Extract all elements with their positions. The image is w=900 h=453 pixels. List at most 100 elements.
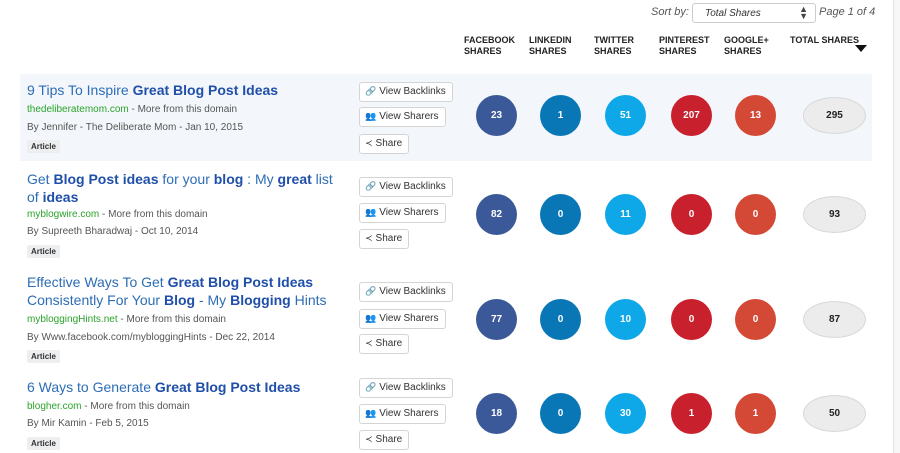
share-icon: ≺ [365,338,373,348]
total-shares-count: 93 [803,196,866,233]
view-backlinks-button[interactable]: 🔗 View Backlinks [359,82,453,102]
view-backlinks-label: View Backlinks [379,86,446,97]
column-header-pinterest-line1: PINTEREST [659,35,710,45]
result-row: 9 Tips To Inspire Great Blog Post Ideas … [20,74,872,161]
result-domain-link[interactable]: mybloggingHints.net [27,314,118,325]
result-title-part: Blog [163,292,196,308]
total-shares-count: 87 [803,301,866,338]
share-button[interactable]: ≺ Share [359,430,410,450]
column-header-linkedin-line2: SHARES [529,46,567,56]
column-header-twitter[interactable]: TWITTER SHARES [594,35,634,57]
result-title[interactable]: Effective Ways To Get Great Blog Post Id… [27,273,342,309]
result-row: Get Blog Post ideas for your blog : My g… [20,168,872,261]
result-domain-link[interactable]: myblogwire.com [27,209,100,220]
result-title-part: ideas [42,189,79,205]
result-domain-line: thedeliberatemom.com - More from this do… [27,104,237,115]
sort-select[interactable]: Total Shares ▲ ▼ [692,3,816,23]
result-domain-link[interactable]: thedeliberatemom.com [27,104,129,115]
column-header-linkedin-line1: LINKEDIN [529,35,572,45]
users-icon: 👥 [365,111,377,121]
linkedin-shares-count: 0 [540,299,581,340]
result-title-part: : My [243,171,278,187]
result-title-part: Hints [290,292,327,308]
column-header-googleplus-line1: GOOGLE+ [724,35,769,45]
pinterest-shares-count: 0 [671,299,712,340]
total-shares-count: 295 [803,97,866,134]
share-label: Share [375,138,403,149]
content-type-badge: Article [27,245,60,258]
column-header-pinterest[interactable]: PINTEREST SHARES [659,35,710,57]
content-type-badge: Article [27,437,60,450]
sort-by-label: Sort by: [651,6,689,18]
facebook-shares-count: 82 [476,194,517,235]
more-from-domain-link[interactable]: - More from this domain [99,209,208,220]
result-byline: By Supreeth Bharadwaj - Oct 10, 2014 [27,226,199,237]
share-button[interactable]: ≺ Share [359,229,410,249]
share-button[interactable]: ≺ Share [359,334,410,354]
view-sharers-label: View Sharers [379,207,439,218]
view-backlinks-label: View Backlinks [379,286,446,297]
result-title-part: list of [27,171,333,205]
result-byline: By Mir Kamin - Feb 5, 2015 [27,418,149,429]
share-button[interactable]: ≺ Share [359,134,410,154]
result-title-part: for your [158,171,214,187]
view-backlinks-button[interactable]: 🔗 View Backlinks [359,282,453,302]
column-header-total[interactable]: TOTAL SHARES [790,35,860,45]
googleplus-shares-count: 13 [735,95,776,136]
link-icon: 🔗 [365,181,377,191]
twitter-shares-count: 51 [605,95,646,136]
result-domain-line: myblogwire.com - More from this domain [27,209,208,220]
facebook-shares-count: 18 [476,393,517,434]
twitter-shares-count: 10 [605,299,646,340]
view-sharers-label: View Sharers [379,408,439,419]
result-domain-link[interactable]: blogher.com [27,401,82,412]
link-icon: 🔗 [365,86,377,96]
users-icon: 👥 [365,207,377,217]
column-header-facebook[interactable]: FACEBOOK SHARES [464,35,515,57]
googleplus-shares-count: 1 [735,393,776,434]
more-from-domain-link[interactable]: - More from this domain [128,104,238,115]
view-backlinks-label: View Backlinks [379,181,446,192]
pinterest-shares-count: 1 [671,393,712,434]
column-header-linkedin[interactable]: LINKEDIN SHARES [529,35,572,57]
users-icon: 👥 [365,408,377,418]
link-icon: 🔗 [365,382,377,392]
linkedin-shares-count: 0 [540,194,581,235]
share-label: Share [375,434,403,445]
column-header-googleplus[interactable]: GOOGLE+ SHARES [724,35,769,57]
column-header-twitter-line1: TWITTER [594,35,634,45]
view-sharers-button[interactable]: 👥 View Sharers [359,404,446,424]
column-header-pinterest-line2: SHARES [659,46,697,56]
pinterest-shares-count: 0 [671,194,712,235]
result-title-part: Great Blog Post Ideas [154,379,301,395]
content-type-badge: Article [27,140,60,153]
column-header-twitter-line2: SHARES [594,46,632,56]
view-backlinks-button[interactable]: 🔗 View Backlinks [359,378,453,398]
view-sharers-button[interactable]: 👥 View Sharers [359,309,446,329]
content-type-badge: Article [27,350,60,363]
view-sharers-label: View Sharers [379,313,439,324]
view-sharers-button[interactable]: 👥 View Sharers [359,107,446,127]
sort-descending-icon[interactable] [855,45,867,52]
result-title-part: 6 Ways to Generate [27,379,155,395]
result-title[interactable]: 9 Tips To Inspire Great Blog Post Ideas [27,81,342,99]
sort-selected-value: Total Shares [705,8,761,19]
result-title[interactable]: 6 Ways to Generate Great Blog Post Ideas [27,378,342,396]
googleplus-shares-count: 0 [735,194,776,235]
view-backlinks-label: View Backlinks [379,382,446,393]
result-byline: By Jennifer - The Deliberate Mom - Jan 1… [27,122,244,133]
result-title[interactable]: Get Blog Post ideas for your blog : My g… [27,170,342,206]
result-title-part: blog [213,171,244,187]
more-from-domain-link[interactable]: - More from this domain [81,401,190,412]
result-title-part: Great Blog Post Ideas [132,82,279,98]
result-title-part: Get [27,171,54,187]
result-row: Effective Ways To Get Great Blog Post Id… [20,272,872,368]
result-row: 6 Ways to Generate Great Blog Post Ideas… [20,376,872,453]
view-sharers-button[interactable]: 👥 View Sharers [359,203,446,223]
more-from-domain-link[interactable]: - More from this domain [117,314,226,325]
scrollbar[interactable] [893,0,900,453]
share-label: Share [375,338,403,349]
share-label: Share [375,233,403,244]
view-backlinks-button[interactable]: 🔗 View Backlinks [359,177,453,197]
linkedin-shares-count: 1 [540,95,581,136]
